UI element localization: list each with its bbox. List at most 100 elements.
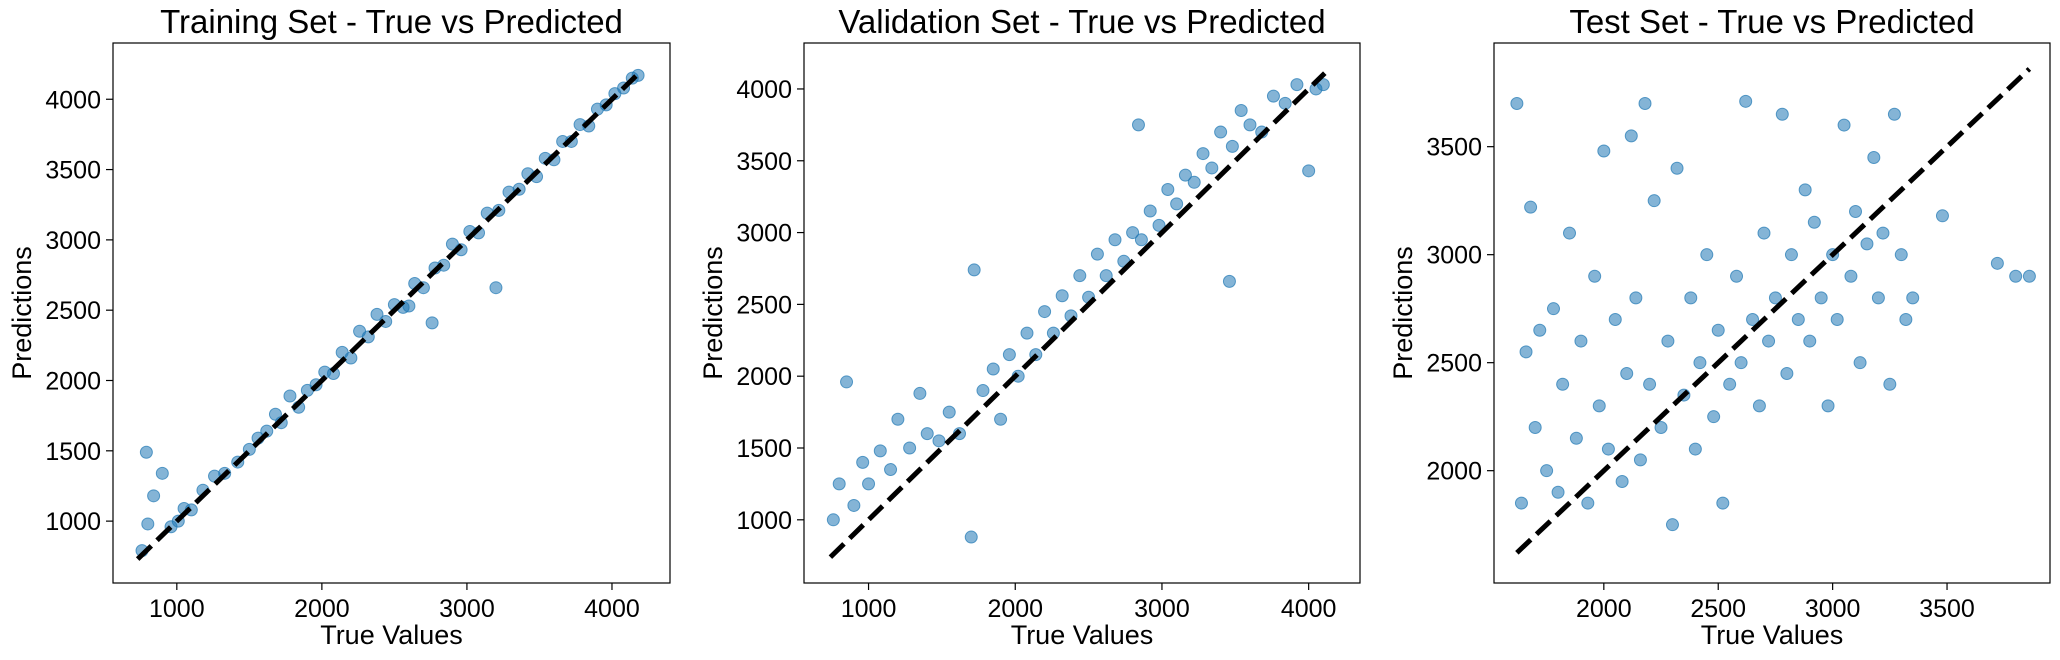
data-point — [1222, 274, 1236, 288]
validation-points — [826, 78, 1330, 544]
subplot-validation: 1000 2000 3000 4000 1000 1500 2000 2500 3000 3500… — [698, 3, 1361, 650]
data-point — [1608, 312, 1622, 326]
data-point — [1780, 366, 1794, 380]
x-tick-label: 1000 — [149, 595, 205, 623]
data-point — [1670, 161, 1684, 175]
y-tick-label: 2000 — [1426, 458, 1482, 486]
data-point — [1711, 323, 1725, 337]
data-point — [1647, 194, 1661, 208]
data-point — [1540, 464, 1554, 478]
x-tick-label: 2500 — [1690, 595, 1746, 623]
data-point — [1528, 420, 1542, 434]
y-tick-label: 3500 — [1426, 134, 1482, 162]
data-point — [1746, 312, 1760, 326]
x-tick-label: 2000 — [1576, 595, 1632, 623]
data-point — [1601, 442, 1615, 456]
subplot-training: 1000 2000 3000 4000 1000 1500 2000 2500 3000 3500… — [7, 3, 671, 650]
subplot-test: 2000 2500 3000 3500 2000 2500 3000 3500 Test Set… — [1388, 3, 2051, 650]
data-point — [139, 445, 153, 459]
training-title: Training Set - True vs Predicted — [160, 3, 623, 40]
data-point — [1588, 269, 1602, 283]
test-title: Test Set - True vs Predicted — [1569, 3, 1974, 40]
data-point — [1693, 356, 1707, 370]
y-tick-label: 1500 — [736, 435, 792, 463]
x-tick-label: 3000 — [1805, 595, 1861, 623]
data-point — [826, 513, 840, 527]
data-point — [1131, 118, 1145, 132]
data-point — [1615, 474, 1629, 488]
data-point — [1798, 183, 1812, 197]
data-point — [370, 307, 384, 321]
data-point — [1867, 150, 1881, 164]
data-point — [967, 263, 981, 277]
data-point — [1178, 168, 1192, 182]
data-point — [891, 412, 905, 426]
data-point — [1126, 226, 1140, 240]
x-tick-label: 2000 — [987, 595, 1043, 623]
data-point — [1234, 104, 1248, 117]
data-point — [1002, 348, 1016, 362]
data-point — [1278, 96, 1292, 110]
data-point — [1073, 269, 1087, 283]
data-point — [1302, 164, 1316, 178]
data-point — [1196, 147, 1210, 161]
data-point — [1849, 204, 1863, 218]
data-point — [1791, 312, 1805, 326]
data-point — [964, 530, 978, 544]
data-point — [1214, 125, 1228, 139]
data-point — [1134, 233, 1148, 247]
data-point — [1723, 377, 1737, 391]
data-point — [1266, 89, 1280, 103]
validation-y-axis-label: Predictions — [698, 246, 728, 380]
y-tick-label: 2500 — [736, 291, 792, 319]
data-point — [1752, 399, 1766, 413]
data-point — [1762, 334, 1776, 348]
data-point — [1661, 334, 1675, 348]
data-point — [1638, 96, 1652, 110]
y-tick-label: 2000 — [736, 363, 792, 391]
data-point — [1768, 291, 1782, 305]
data-point — [1524, 200, 1538, 214]
data-point — [862, 477, 876, 491]
data-point — [1876, 226, 1890, 240]
data-point — [884, 463, 898, 477]
test-y-axis-label: Predictions — [1388, 246, 1418, 380]
data-point — [920, 427, 934, 441]
data-point — [1654, 420, 1668, 434]
data-point — [1707, 410, 1721, 424]
data-point — [840, 375, 854, 389]
validation-title: Validation Set - True vs Predicted — [838, 3, 1325, 40]
data-point — [986, 362, 1000, 376]
data-point — [1243, 118, 1257, 132]
y-tick-label: 3000 — [736, 220, 792, 248]
x-tick-label: 3000 — [439, 595, 495, 623]
data-point — [2009, 269, 2023, 283]
data-point — [1700, 248, 1714, 262]
x-tick-label: 4000 — [584, 595, 640, 623]
test-identity-line — [1515, 67, 2032, 555]
data-point — [1837, 118, 1851, 132]
data-point — [873, 444, 887, 458]
data-point — [1887, 107, 1901, 121]
data-point — [1853, 356, 1867, 370]
data-point — [1533, 323, 1547, 337]
data-point — [1090, 247, 1104, 261]
data-point — [1716, 496, 1730, 510]
data-point — [1633, 453, 1647, 467]
data-point — [1551, 485, 1565, 499]
data-point — [1574, 334, 1588, 348]
data-point — [913, 386, 927, 400]
data-point — [1225, 139, 1239, 153]
data-point — [2022, 269, 2036, 283]
x-tick-label: 3500 — [1919, 595, 1975, 623]
data-point — [1803, 334, 1817, 348]
data-point — [1546, 302, 1560, 316]
data-point — [1871, 291, 1885, 305]
data-point — [1514, 496, 1528, 510]
validation-axes-frame — [803, 42, 1361, 584]
data-point — [283, 389, 297, 403]
data-point — [1684, 291, 1698, 305]
data-point — [141, 517, 155, 531]
data-point — [425, 316, 439, 330]
data-point — [1883, 377, 1897, 391]
